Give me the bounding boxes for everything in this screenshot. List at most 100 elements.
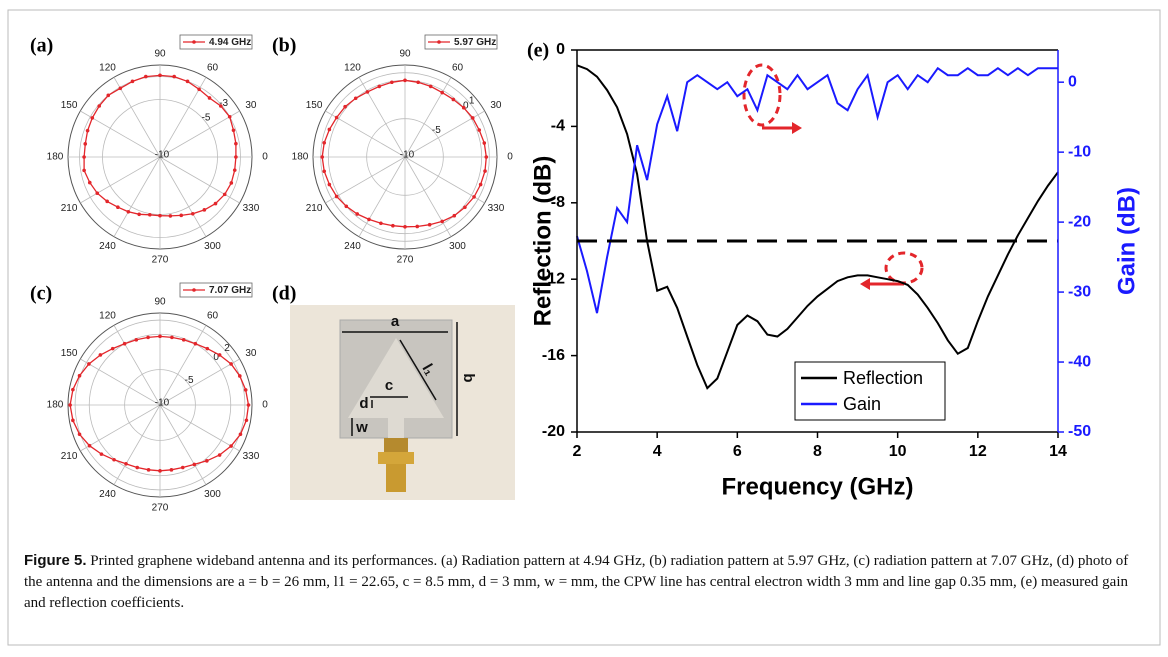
pattern-marker — [463, 205, 467, 210]
pattern-marker — [391, 223, 395, 228]
angle-label: 120 — [344, 62, 361, 73]
pattern-marker — [185, 79, 190, 84]
x-tick-label: 14 — [1049, 443, 1067, 460]
pattern-marker — [416, 80, 420, 85]
radial-grid-ring — [366, 118, 444, 196]
angle-label: 150 — [61, 348, 78, 359]
pattern-marker — [118, 86, 123, 91]
pattern-marker — [126, 209, 131, 214]
pattern-marker — [218, 104, 223, 108]
pattern-marker — [180, 465, 185, 470]
y2-tick-label: -20 — [1068, 213, 1091, 230]
angle-label: 120 — [99, 62, 116, 73]
pattern-marker — [334, 115, 339, 120]
panel-label: (d) — [272, 283, 296, 305]
radial-tick-label: 0 — [213, 352, 219, 363]
angle-grid-line — [113, 77, 161, 158]
pattern-marker — [452, 213, 457, 218]
pattern-marker — [97, 104, 102, 108]
feed-gap — [388, 418, 404, 440]
angle-label: 60 — [207, 310, 219, 321]
pattern-marker — [169, 468, 174, 472]
pattern-marker — [477, 128, 482, 132]
pattern-marker — [461, 105, 466, 110]
angle-label: 210 — [306, 203, 323, 214]
legend-marker — [192, 288, 196, 292]
pattern-marker — [98, 353, 103, 357]
angle-grid-line — [80, 156, 161, 204]
angle-label: 90 — [154, 49, 166, 60]
pattern-marker — [158, 334, 162, 339]
angle-label: 120 — [99, 310, 116, 321]
angle-label: 330 — [488, 203, 505, 214]
caption-label: Figure 5. — [24, 552, 87, 569]
angle-grid-line — [80, 358, 161, 406]
x-tick-label: 6 — [733, 443, 742, 460]
angle-label: 0 — [262, 400, 268, 411]
pattern-marker — [232, 168, 237, 172]
pattern-marker — [403, 224, 407, 229]
connector — [384, 438, 408, 452]
pattern-marker — [71, 387, 75, 392]
y2-tick-label: -10 — [1068, 143, 1091, 160]
angle-grid-line — [159, 404, 207, 485]
angle-grid-line — [113, 325, 161, 406]
annotation-circle — [742, 63, 782, 127]
radial-tick-label: -10 — [155, 398, 170, 409]
pattern-marker — [68, 403, 72, 407]
dim-label: b — [460, 373, 477, 382]
annotation-circle — [884, 251, 924, 285]
radial-tick-label: -3 — [219, 98, 228, 109]
pattern-marker — [205, 459, 209, 463]
pattern-marker — [427, 222, 432, 227]
pattern-marker — [238, 374, 242, 378]
x-tick-label: 2 — [573, 443, 582, 460]
angle-label: 150 — [306, 100, 323, 111]
pattern-marker — [82, 168, 86, 173]
y-tick-label: -20 — [542, 423, 565, 440]
y2-axis-title: Gain (dB) — [1113, 187, 1140, 295]
y2-tick-label: -40 — [1068, 353, 1091, 370]
pattern-marker — [85, 128, 90, 133]
legend-label: Gain — [843, 394, 881, 414]
pattern-marker — [95, 191, 100, 196]
pattern-marker — [470, 116, 475, 120]
pattern-marker — [168, 214, 173, 218]
radial-grid-ring — [124, 369, 196, 441]
pattern-marker — [82, 155, 86, 159]
pattern-marker — [122, 341, 127, 346]
pattern-marker — [202, 208, 207, 212]
data-line — [576, 66, 1058, 314]
radial-tick-label: -10 — [400, 150, 415, 161]
pattern-marker — [192, 462, 197, 467]
pattern-marker — [440, 90, 444, 95]
angle-grid-line — [113, 156, 161, 237]
pattern-marker — [353, 96, 358, 101]
pattern-marker — [205, 346, 210, 351]
angle-label: 300 — [204, 241, 221, 252]
antenna-slot — [348, 338, 444, 418]
x-tick-label: 12 — [969, 443, 987, 460]
pattern-marker — [482, 141, 487, 145]
y-tick-label: -8 — [551, 194, 565, 211]
pattern-marker — [135, 465, 140, 470]
caption: Figure 5. Printed graphene wideband ante… — [24, 550, 1139, 614]
x-tick-label: 10 — [889, 443, 907, 460]
angle-label: 30 — [245, 100, 257, 111]
annotations — [742, 63, 924, 290]
pattern-marker — [229, 362, 233, 366]
pattern-marker — [320, 155, 325, 159]
angle-grid-line — [80, 404, 161, 452]
y2-tick-label: -30 — [1068, 283, 1091, 300]
legend-box — [179, 34, 253, 50]
y2-tick-label: 0 — [1068, 73, 1077, 90]
angle-grid-line — [159, 156, 240, 204]
angle-label: 60 — [452, 62, 464, 73]
radial-tick-label: 2 — [224, 343, 230, 354]
annotation-arrowhead — [792, 122, 802, 134]
pattern-marker — [478, 182, 483, 187]
angle-grid-line — [159, 110, 240, 158]
angle-grid-line — [159, 156, 207, 237]
